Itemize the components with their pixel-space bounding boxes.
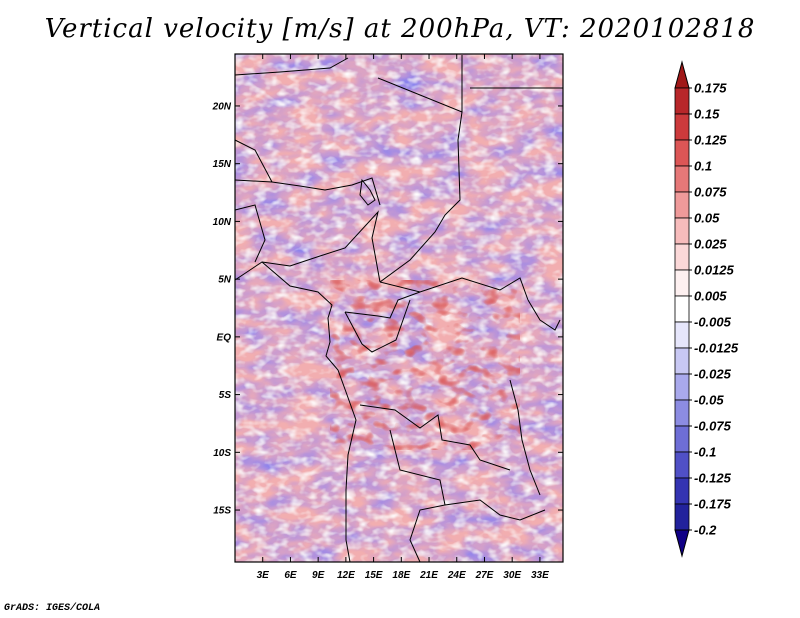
colorbar-label: 0.005 — [694, 289, 727, 304]
drc-angola-border — [359, 404, 511, 471]
colorbar-segment — [674, 295, 690, 323]
lon-tick-label: 12E — [337, 570, 355, 581]
colorbar-label: -0.175 — [694, 497, 732, 512]
lon-tick-label: 15E — [365, 570, 383, 581]
niger-mali — [234, 139, 273, 183]
colorbar-label: 0.075 — [694, 185, 727, 200]
colorbar-segment — [674, 399, 690, 427]
east-border — [527, 299, 561, 331]
lon-tick-label: 9E — [312, 570, 325, 581]
colorbar-segment — [674, 139, 690, 167]
country-borders — [234, 55, 563, 563]
map-frame — [234, 53, 564, 563]
grads-credit: GrADS: IGES/COLA — [4, 603, 101, 614]
lat-tick-label: 20N — [212, 101, 232, 112]
colorbar-label: -0.1 — [694, 445, 716, 460]
lake-chad — [359, 178, 376, 206]
colorbar-label: -0.025 — [694, 367, 732, 382]
north-border-west — [234, 57, 349, 76]
colorbar-segment — [674, 191, 690, 219]
lat-tick-label: EQ — [217, 332, 232, 343]
west-coastline — [234, 261, 357, 563]
car-border — [379, 277, 529, 301]
lon-tick-label: 27E — [475, 570, 494, 581]
colorbar-segment — [674, 217, 690, 245]
colorbar-label: 0.05 — [694, 211, 720, 226]
colorbar-segment — [674, 113, 690, 141]
colorbar-segment — [674, 451, 690, 479]
lon-tick-label: 21E — [419, 570, 438, 581]
colorbar-label: -0.005 — [694, 315, 732, 330]
lon-tick-label: 6E — [284, 570, 297, 581]
colorbar-segment — [674, 503, 690, 531]
lon-tick-label: 33E — [531, 570, 549, 581]
colorbar: 0.175 0.15 0.125 0.1 0.075 0.05 0.025 0.0125 0.0… — [674, 60, 739, 558]
map-title: Vertical velocity [m/s] at 200hPa, VT: 2… — [44, 14, 756, 44]
senegal-mali — [234, 204, 266, 263]
colorbar-segment — [674, 87, 690, 115]
sudan-west-border — [379, 111, 463, 283]
colorbar-label: 0.175 — [694, 81, 727, 96]
colorbar-segment — [674, 477, 690, 505]
lon-tick-label: 18E — [392, 570, 410, 581]
lat-tick-label: 5N — [218, 275, 232, 286]
colorbar-segment — [674, 269, 690, 297]
colorbar-segment — [674, 243, 690, 271]
colorbar-label: 0.125 — [694, 133, 727, 148]
zambia-border — [444, 499, 546, 521]
colorbar-segment — [674, 347, 690, 375]
colorbar-top-arrow — [674, 60, 690, 89]
velocity-field — [235, 54, 563, 562]
colorbar-label: -0.0125 — [694, 341, 739, 356]
colorbar-label: 0.0125 — [694, 263, 735, 278]
lat-tick-label: 15N — [213, 159, 232, 170]
colorbar-segment — [674, 425, 690, 453]
colorbar-label: 0.15 — [694, 107, 720, 122]
colorbar-segment — [674, 373, 690, 401]
congo-border — [344, 299, 411, 353]
latitude-axis: 20N 15N 10N 5N EQ 5S 10S 15S — [212, 101, 563, 517]
longitude-axis: 3E 6E 9E 12E 15E 18E 21E 24E 27E 30E 33E — [257, 54, 549, 581]
colorbar-label: -0.075 — [694, 419, 732, 434]
colorbar-segment — [674, 165, 690, 193]
colorbar-label: -0.2 — [694, 523, 717, 538]
lat-tick-label: 10N — [213, 217, 232, 228]
colorbar-label: 0.025 — [694, 237, 727, 252]
lat-tick-label: 15S — [213, 506, 231, 517]
colorbar-label: 0.1 — [694, 159, 712, 174]
colorbar-label: -0.05 — [694, 393, 724, 408]
lat-tick-label: 5S — [219, 390, 232, 401]
colorbar-bottom-arrow — [674, 529, 690, 558]
nigeria-cameroon-border — [261, 210, 381, 283]
colorbar-label: -0.125 — [694, 471, 732, 486]
lon-tick-label: 24E — [447, 570, 466, 581]
map-plot-area — [235, 54, 563, 562]
rift-lakes — [509, 379, 541, 496]
drc-west-border — [344, 291, 421, 319]
lat-tick-label: 10S — [213, 448, 231, 459]
lon-tick-label: 30E — [503, 570, 521, 581]
lon-tick-label: 3E — [257, 570, 270, 581]
colorbar-segment — [674, 321, 690, 349]
